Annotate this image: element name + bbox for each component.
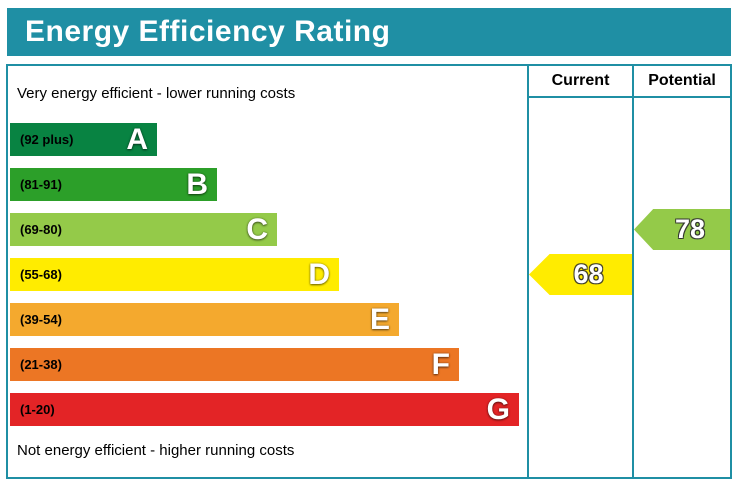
- column-header-underline: [527, 96, 730, 98]
- current-column-divider: [527, 66, 529, 477]
- band-bar-a: (92 plus) A: [10, 123, 157, 156]
- band-letter: D: [308, 258, 330, 291]
- column-header-potential: Potential: [648, 72, 716, 89]
- column-header-current: Current: [551, 72, 610, 89]
- potential-rating-value: 78: [674, 214, 706, 244]
- band-range-label: (81-91): [20, 177, 62, 192]
- current-rating-value: 68: [573, 259, 604, 289]
- band-bar-f: (21-38) F: [10, 348, 459, 381]
- band-letter: E: [369, 303, 390, 336]
- page-title: Energy Efficiency Rating: [25, 15, 391, 48]
- chart-frame: Current Potential Very energy efficient …: [6, 64, 732, 479]
- band-range-label: (55-68): [20, 267, 62, 282]
- band-range-label: (92 plus): [20, 132, 74, 147]
- band-bar-g: (1-20) G: [10, 393, 519, 426]
- band-bar-c: (69-80) C: [10, 213, 277, 246]
- band-letter: B: [186, 168, 208, 201]
- potential-rating-arrow: 78: [634, 209, 730, 250]
- band-letter: C: [246, 213, 268, 246]
- top-note: Very energy efficient - lower running co…: [17, 85, 296, 102]
- band-bar-b: (81-91) B: [10, 168, 217, 201]
- band-range-label: (69-80): [20, 222, 62, 237]
- band-range-label: (21-38): [20, 357, 62, 372]
- band-letter: F: [431, 348, 450, 381]
- potential-column-divider: [632, 66, 634, 477]
- band-bar-d: (55-68) D: [10, 258, 339, 291]
- band-range-label: (1-20): [20, 402, 55, 417]
- rating-bands: (92 plus) A (81-91) B (69-80) C (55-68) …: [10, 123, 519, 438]
- current-rating-arrow: 68: [529, 254, 632, 295]
- band-letter: A: [126, 123, 148, 156]
- band-range-label: (39-54): [20, 312, 62, 327]
- bottom-note: Not energy efficient - higher running co…: [17, 442, 295, 459]
- epc-header-bar: Energy Efficiency Rating: [7, 8, 731, 56]
- band-letter: G: [486, 393, 510, 426]
- band-bar-e: (39-54) E: [10, 303, 399, 336]
